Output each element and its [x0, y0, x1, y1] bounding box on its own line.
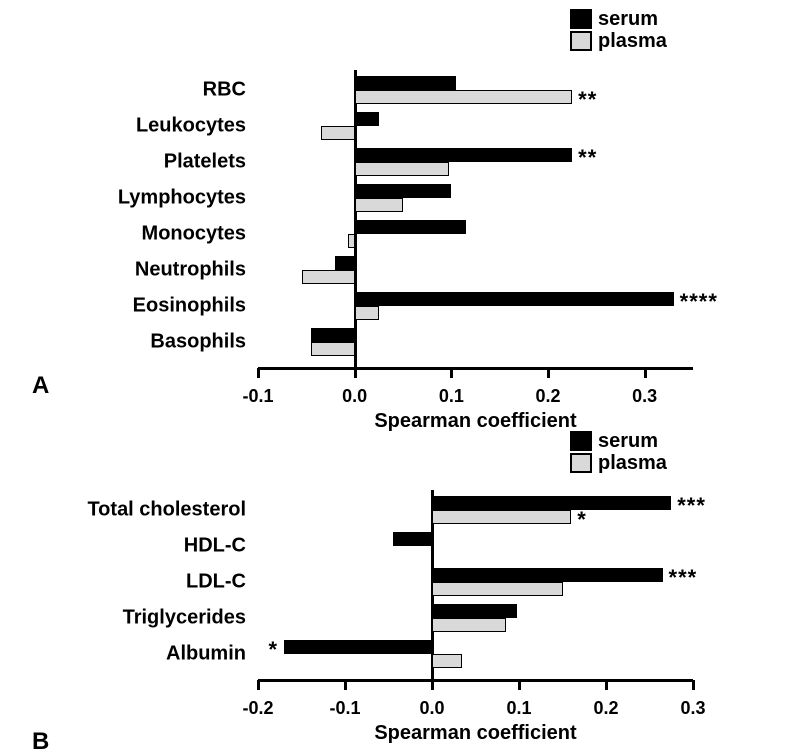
- legend-row: plasma: [570, 452, 667, 474]
- legend-swatch-plasma: [570, 31, 592, 51]
- legend-label: serum: [598, 430, 658, 452]
- x-tick: [644, 368, 647, 378]
- x-tick: [605, 680, 608, 690]
- panel-letter-b: B: [32, 728, 49, 756]
- category-label: Platelets: [164, 151, 246, 174]
- bar-plasma: [355, 198, 403, 212]
- x-tick-label: 0.2: [535, 386, 560, 407]
- significance-marker: ****: [680, 289, 718, 315]
- category-label: LDL-C: [186, 571, 246, 594]
- x-tick-label: -0.2: [242, 698, 273, 719]
- bar-serum: [335, 256, 354, 270]
- bar-plasma: [432, 582, 563, 596]
- bar-serum: [432, 496, 671, 510]
- chart-a-categories: RBC Leukocytes Platelets Lymphocytes Monocyt…: [0, 70, 246, 368]
- bar-plasma: [432, 618, 506, 632]
- bar-plasma: [321, 126, 355, 140]
- chart-b-plot: -0.2-0.10.00.10.20.3********: [258, 490, 693, 680]
- bar-serum: [355, 76, 457, 90]
- x-tick: [518, 680, 521, 690]
- x-tick-label: 0.3: [632, 386, 657, 407]
- category-label: Triglycerides: [123, 607, 246, 630]
- bar-serum: [432, 604, 517, 618]
- chart-b-xlabel: Spearman coefficient: [258, 722, 693, 745]
- category-label: RBC: [203, 79, 246, 102]
- legend-label: serum: [598, 8, 658, 30]
- bar-serum: [311, 328, 355, 342]
- x-tick: [547, 368, 550, 378]
- category-label: Total cholesterol: [87, 499, 246, 522]
- bar-plasma: [355, 162, 450, 176]
- bar-plasma: [432, 654, 462, 668]
- bar-serum: [355, 220, 466, 234]
- legend-b: serumplasma: [570, 430, 667, 474]
- x-tick: [344, 680, 347, 690]
- bar-serum: [355, 112, 379, 126]
- legend-row: serum: [570, 8, 667, 30]
- bar-plasma: [302, 270, 355, 284]
- bar-plasma: [432, 510, 571, 524]
- x-tick-label: 0.3: [680, 698, 705, 719]
- page: serumplasma RBCLeukocytesPlateletsLympho…: [0, 0, 800, 754]
- significance-marker: **: [578, 145, 597, 171]
- category-label: Lymphocytes: [118, 187, 246, 210]
- legend-swatch-serum: [570, 431, 592, 451]
- category-label: Leukocytes: [136, 115, 246, 138]
- x-tick: [431, 680, 434, 690]
- category-label: Basophils: [150, 331, 246, 354]
- legend-swatch-serum: [570, 9, 592, 29]
- panel-letter-a: A: [32, 372, 49, 400]
- x-tick-label: 0.2: [593, 698, 618, 719]
- category-label: Eosinophils: [133, 295, 246, 318]
- x-tick-label: 0.1: [506, 698, 531, 719]
- x-tick: [450, 368, 453, 378]
- category-label: HDL-C: [184, 535, 246, 558]
- x-tick-label: -0.1: [329, 698, 360, 719]
- bar-serum: [355, 292, 674, 306]
- legend-row: serum: [570, 430, 667, 452]
- significance-marker: *: [577, 507, 587, 533]
- bar-plasma: [311, 342, 355, 356]
- legend-a: serumplasma: [570, 8, 667, 52]
- chart-b-categories: Total cholesterol HDL-C LDL-C Triglycerides…: [0, 490, 246, 680]
- bar-plasma: [355, 90, 573, 104]
- x-axis: [258, 367, 693, 370]
- x-axis: [258, 679, 693, 682]
- chart-a: RBC Leukocytes Platelets Lymphocytes Monocyt…: [0, 60, 800, 438]
- legend-swatch-plasma: [570, 453, 592, 473]
- bar-serum: [284, 640, 432, 654]
- bar-serum: [432, 568, 663, 582]
- bar-plasma: [355, 306, 379, 320]
- x-tick: [257, 680, 260, 690]
- category-label: Albumin: [166, 643, 246, 666]
- category-label: Monocytes: [142, 223, 246, 246]
- bar-serum: [355, 148, 573, 162]
- x-tick-label: 0.1: [439, 386, 464, 407]
- legend-row: plasma: [570, 30, 667, 52]
- significance-marker: **: [578, 87, 597, 113]
- x-tick: [354, 368, 357, 378]
- bar-serum: [393, 532, 432, 546]
- x-tick: [692, 680, 695, 690]
- significance-marker: *: [269, 637, 279, 663]
- bar-serum: [355, 184, 452, 198]
- chart-b: Total cholesterol HDL-C LDL-C Triglycerides…: [0, 480, 800, 750]
- x-tick-label: 0.0: [419, 698, 444, 719]
- bar-plasma: [348, 234, 355, 248]
- significance-marker: ***: [669, 565, 698, 591]
- legend-label: plasma: [598, 452, 667, 474]
- chart-a-plot: -0.10.00.10.20.3********: [258, 70, 693, 368]
- x-tick-label: -0.1: [242, 386, 273, 407]
- significance-marker: ***: [677, 493, 706, 519]
- x-tick: [257, 368, 260, 378]
- x-tick-label: 0.0: [342, 386, 367, 407]
- legend-label: plasma: [598, 30, 667, 52]
- category-label: Neutrophils: [135, 259, 246, 282]
